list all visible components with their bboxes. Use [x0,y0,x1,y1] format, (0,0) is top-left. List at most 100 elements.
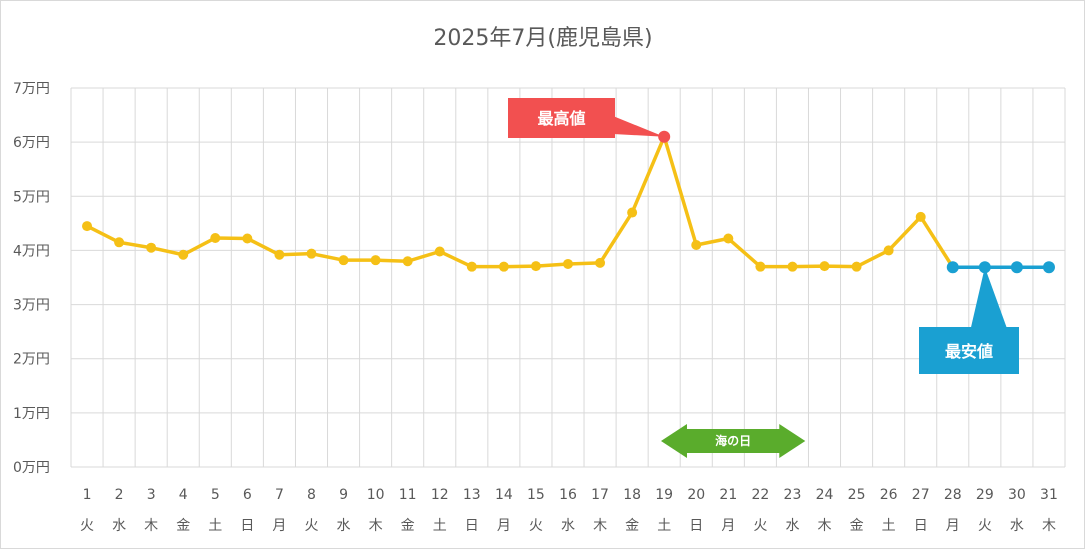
data-point [787,261,798,272]
chart-title: 2025年7月(鹿児島県) [433,26,652,51]
x-tick-weekday: 火 [529,518,543,534]
price-points [82,130,1055,274]
data-point [1010,261,1023,274]
x-tick-weekday: 日 [465,518,479,534]
holiday-label: 海の日 [715,433,751,448]
data-point [530,261,541,272]
x-tick-day: 25 [848,487,866,503]
x-tick-day: 21 [719,487,737,503]
x-tick-day: 18 [623,487,641,503]
x-tick-weekday: 火 [304,518,318,534]
data-point [338,255,349,266]
x-tick-weekday: 月 [272,518,286,534]
x-tick-weekday: 日 [914,518,928,534]
data-point [434,246,445,257]
x-tick-day: 19 [655,487,673,503]
data-point [851,261,862,272]
x-tick-day: 8 [307,487,316,503]
holiday-double-arrow [660,424,806,458]
x-tick-weekday: 水 [337,518,351,534]
y-tick-label: 3万円 [13,298,50,314]
x-tick-day: 9 [339,487,348,503]
y-axis-ticks: 0万円 1万円 2万円 3万円 4万円 5万円 6万円 7万円 [13,81,50,476]
x-tick-weekday: 土 [433,518,447,534]
x-tick-weekday: 火 [978,518,992,534]
x-tick-day: 24 [816,487,834,503]
x-tick-day: 6 [243,487,252,503]
data-point [274,249,285,260]
x-tick-day: 4 [179,487,188,503]
x-tick-weekday: 木 [818,518,832,534]
min-callout-label: 最安値 [945,342,993,361]
x-tick-weekday: 金 [850,518,864,534]
x-tick-weekday: 月 [946,518,960,534]
data-point [114,237,125,248]
y-tick-label: 0万円 [13,460,50,476]
data-point [563,258,573,269]
x-tick-weekday: 水 [785,518,799,534]
x-tick-day: 16 [559,487,577,503]
data-point [627,207,638,218]
data-point [306,248,317,259]
x-tick-weekday: 木 [144,518,158,534]
x-tick-weekday: 木 [369,518,383,534]
data-point [691,240,702,251]
y-tick-label: 6万円 [13,135,50,151]
grid-lines [70,87,1066,468]
x-tick-day: 23 [784,487,802,503]
data-point [466,261,477,272]
min-callout-box [919,327,1019,374]
x-tick-day: 5 [211,487,220,503]
y-tick-label: 5万円 [13,189,50,205]
x-tick-day: 17 [591,487,609,503]
x-tick-weekday: 水 [1010,518,1024,534]
data-point [242,233,253,244]
x-tick-day: 27 [912,487,930,503]
x-tick-weekday: 木 [1042,518,1056,534]
max-callout-box [508,98,615,138]
x-tick-weekday: 木 [593,518,607,534]
x-tick-day: 1 [83,487,92,503]
x-tick-weekday: 火 [753,518,767,534]
x-tick-weekday: 月 [721,518,735,534]
data-point [755,261,766,272]
data-point [82,221,93,232]
x-tick-weekday: 金 [625,518,639,534]
x-tick-day: 26 [880,487,898,503]
y-tick-label: 4万円 [13,243,50,259]
data-point [883,245,894,256]
x-tick-weekday: 土 [208,518,222,534]
data-point [595,257,606,268]
x-tick-day: 20 [687,487,705,503]
x-tick-day: 22 [751,487,769,503]
data-point [1042,261,1055,274]
min-callout-pointer [970,267,1007,328]
x-tick-day: 29 [976,487,994,503]
x-tick-weekday: 日 [689,518,703,534]
x-tick-weekday: 火 [80,518,94,534]
x-tick-day: 3 [147,487,156,503]
series-line-main [86,134,955,269]
x-tick-weekday: 土 [657,518,671,534]
x-tick-weekday: 金 [176,518,190,534]
x-tick-day: 30 [1008,487,1026,503]
x-tick-weekday: 水 [112,518,126,534]
price-series [86,134,1049,269]
data-point [915,211,926,222]
x-tick-day: 15 [527,487,545,503]
x-tick-weekday: 月 [497,518,511,534]
data-point [402,256,413,267]
data-point [370,255,381,266]
y-tick-label: 1万円 [13,406,50,422]
data-point [146,242,157,253]
x-tick-day: 28 [944,487,962,503]
data-point [210,232,221,243]
x-tick-day: 7 [275,487,284,503]
x-tick-weekday: 水 [561,518,575,534]
x-tick-weekday: 金 [401,518,415,534]
x-tick-day: 10 [367,487,385,503]
max-callout-label: 最高値 [537,109,585,128]
